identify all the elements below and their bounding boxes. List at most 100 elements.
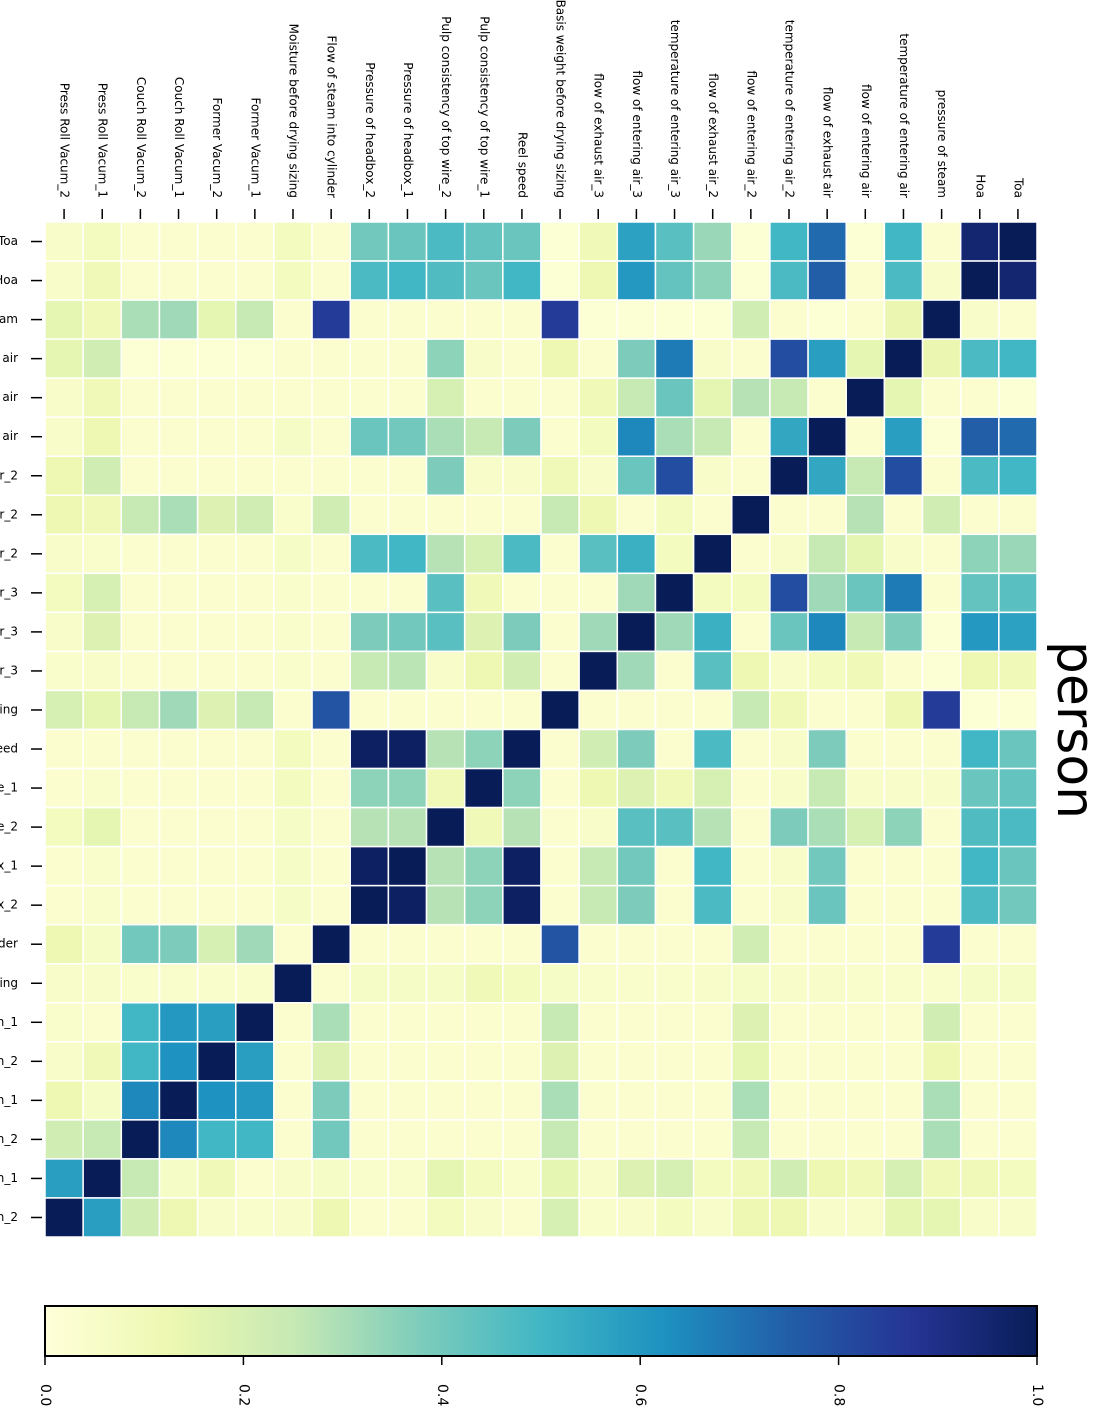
heatmap-cell — [120, 923, 161, 965]
heatmap-cell — [845, 1041, 886, 1082]
heatmap-cell — [158, 455, 199, 497]
heatmap-cell — [959, 884, 1000, 926]
heatmap-cell — [120, 1197, 161, 1238]
heatmap-cell — [959, 494, 1000, 536]
heatmap-cell — [845, 221, 886, 262]
heatmap-cell — [44, 650, 84, 692]
heatmap-cell — [731, 1080, 771, 1121]
heatmap-cell — [616, 923, 657, 965]
heatmap-cell — [120, 962, 161, 1004]
heatmap-cell — [273, 377, 313, 418]
heatmap-cell — [158, 611, 199, 653]
heatmap-cell — [578, 767, 619, 809]
heatmap-cell — [883, 494, 924, 536]
heatmap-cell — [845, 494, 886, 536]
heatmap-cell — [883, 260, 924, 301]
heatmap-cell — [387, 494, 428, 536]
heatmap-cell — [731, 1197, 771, 1238]
heatmap-cell — [82, 650, 123, 692]
heatmap-cell — [883, 689, 924, 731]
heatmap-cell — [540, 338, 580, 379]
heatmap-cell — [425, 338, 466, 379]
heatmap-cell — [692, 845, 733, 887]
heatmap-cell — [921, 962, 962, 1004]
heatmap-cell — [158, 923, 199, 965]
heatmap-cell — [158, 1080, 199, 1121]
heatmap-cell — [807, 533, 847, 575]
heatmap-cell — [158, 1119, 199, 1160]
heatmap-cell — [311, 1002, 351, 1043]
x-tick-label: Hoa — [973, 174, 987, 198]
heatmap-cell — [998, 689, 1038, 731]
heatmap-cell — [82, 884, 123, 926]
heatmap-cell — [502, 1158, 542, 1199]
heatmap-cell — [692, 416, 733, 457]
heatmap-cell — [463, 299, 504, 340]
heatmap-cell — [578, 299, 619, 340]
x-tick-label: Pulp consistency of top wire_2 — [439, 16, 453, 198]
heatmap-cell — [44, 416, 84, 457]
heatmap-cell — [349, 299, 390, 340]
heatmap-cell — [82, 299, 123, 340]
heatmap-cell — [921, 299, 962, 340]
heatmap-cell — [959, 455, 1000, 497]
heatmap-cell — [158, 767, 199, 809]
heatmap-cell — [807, 572, 847, 614]
heatmap-cell — [158, 884, 199, 926]
heatmap-cell — [540, 650, 580, 692]
heatmap-cell — [921, 1002, 962, 1043]
heatmap-cell — [807, 923, 847, 965]
heatmap-cell — [845, 767, 886, 809]
heatmap-cell — [959, 962, 1000, 1004]
heatmap-cell — [273, 689, 313, 731]
heatmap-cell — [845, 1197, 886, 1238]
heatmap-cell — [425, 1041, 466, 1082]
heatmap-cell — [158, 221, 199, 262]
heatmap-cell — [807, 338, 847, 379]
heatmap-cell — [463, 884, 504, 926]
heatmap-cell — [883, 1158, 924, 1199]
heatmap-cell — [273, 806, 313, 848]
heatmap-cell — [845, 299, 886, 340]
x-tick-label: flow of entering air_3 — [630, 70, 644, 198]
heatmap-cell — [807, 962, 847, 1004]
heatmap-cell — [807, 689, 847, 731]
heatmap-cell — [273, 650, 313, 692]
heatmap-cell — [998, 1080, 1038, 1121]
y-tick-label: flow of entering air_2 — [0, 507, 18, 521]
heatmap-cell — [883, 611, 924, 653]
heatmap-cell — [44, 611, 84, 653]
heatmap-cell — [196, 1041, 237, 1082]
heatmap-cell — [998, 1119, 1038, 1160]
heatmap-cell — [616, 572, 657, 614]
heatmap-cell — [425, 767, 466, 809]
heatmap-cell — [463, 221, 504, 262]
heatmap-cell — [921, 689, 962, 731]
heatmap-cell — [158, 650, 199, 692]
heatmap-cell — [273, 962, 313, 1004]
heatmap-cell — [998, 494, 1038, 536]
heatmap-cell — [731, 377, 771, 418]
heatmap-cell — [387, 1197, 428, 1238]
heatmap-cell — [120, 572, 161, 614]
heatmap-cell — [196, 1197, 237, 1238]
heatmap-cell — [883, 767, 924, 809]
y-tick-label: flow of exhaust air_3 — [0, 663, 18, 677]
heatmap-cell — [616, 260, 657, 301]
heatmap-cell — [387, 806, 428, 848]
heatmap-cell — [654, 1197, 695, 1238]
heatmap-cell — [692, 1041, 733, 1082]
heatmap-cell — [349, 923, 390, 965]
heatmap-cell — [44, 377, 84, 418]
x-tick-label: Former Vacum_1 — [248, 97, 262, 198]
heatmap-cell — [44, 338, 84, 379]
heatmap-cell — [196, 767, 237, 809]
heatmap-cell — [578, 611, 619, 653]
heatmap-cell — [731, 689, 771, 731]
heatmap-cell — [196, 572, 237, 614]
heatmap-cell — [463, 416, 504, 457]
heatmap-cell — [425, 221, 466, 262]
heatmap-cell — [540, 1002, 580, 1043]
heatmap-cell — [311, 650, 351, 692]
heatmap-cell — [463, 728, 504, 770]
